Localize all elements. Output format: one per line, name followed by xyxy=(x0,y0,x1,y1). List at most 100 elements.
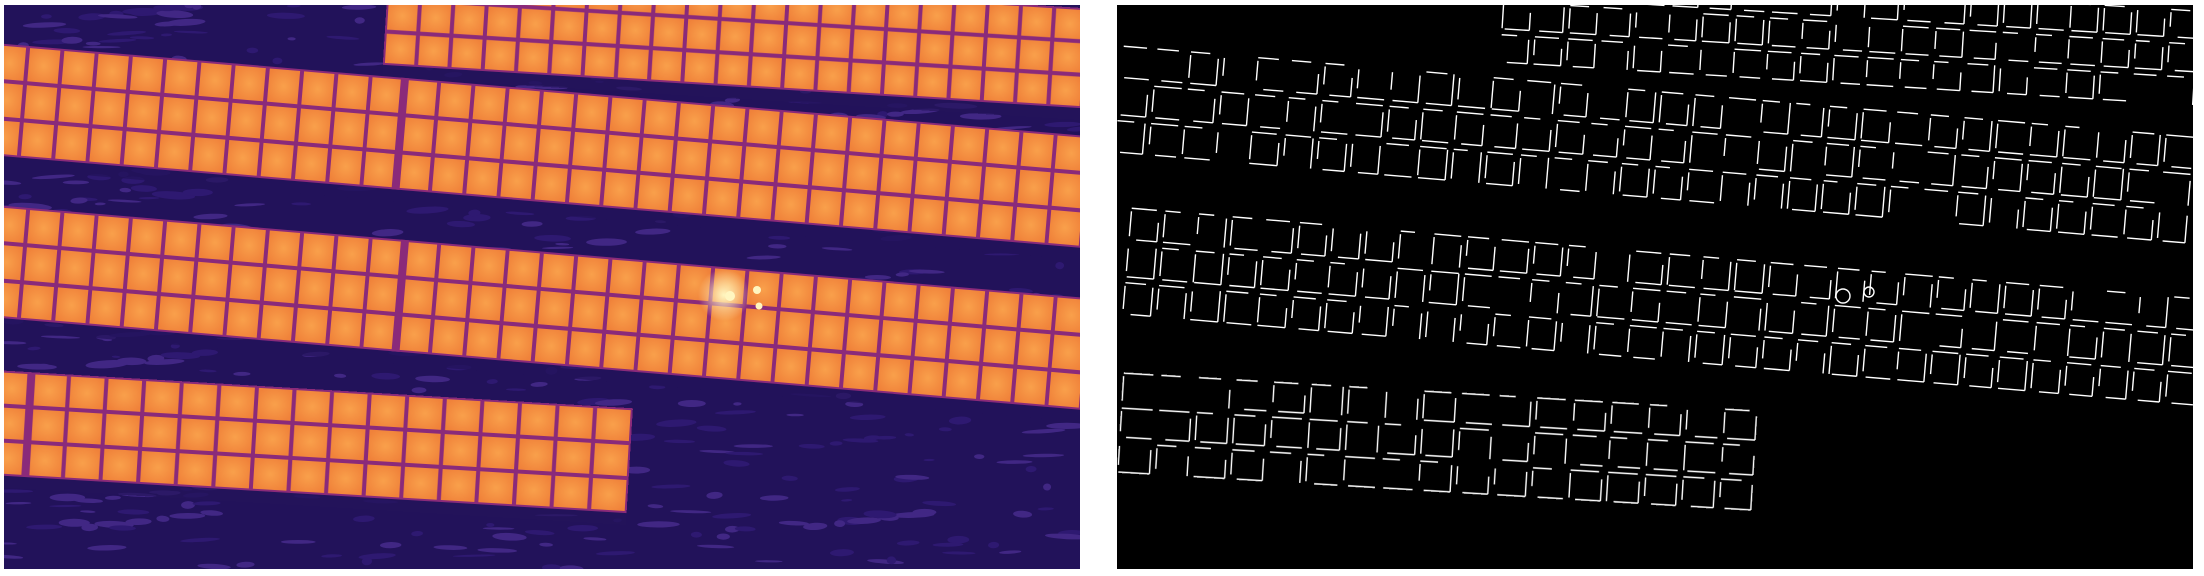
panel-cell xyxy=(852,29,884,61)
panel-cell xyxy=(777,149,811,186)
panel-cell xyxy=(1017,72,1049,104)
panel-cell xyxy=(61,212,95,249)
panel-cell xyxy=(555,440,592,474)
panel-cell xyxy=(553,475,589,509)
solar-panel-row xyxy=(382,5,1080,121)
panel-cell xyxy=(478,471,514,505)
panel-cell xyxy=(4,407,28,441)
panel-cell xyxy=(755,5,787,21)
panel-cell xyxy=(263,105,297,142)
panel-cell xyxy=(506,88,540,125)
panel-cell xyxy=(917,66,949,98)
panel-cell xyxy=(1054,8,1080,40)
panel-cell xyxy=(914,160,948,197)
panel-cell xyxy=(880,320,914,356)
panel-cell xyxy=(979,204,1014,240)
panel-cell xyxy=(400,117,434,154)
panel-cell xyxy=(294,390,331,424)
panel-cell xyxy=(407,396,443,430)
panel-cell xyxy=(518,438,554,472)
panel-cell xyxy=(553,10,585,42)
panel-cell xyxy=(740,345,774,382)
edge-map-image xyxy=(1117,5,2193,569)
panel-cell xyxy=(198,224,232,261)
panel-cell xyxy=(55,125,89,162)
panel-cell xyxy=(67,411,103,445)
panel-cell xyxy=(1051,172,1080,209)
panel-cell xyxy=(420,5,452,34)
panel-cell xyxy=(469,285,503,321)
panel-cell xyxy=(31,374,67,408)
panel-cell xyxy=(95,215,129,252)
panel-cell xyxy=(1020,132,1054,169)
panel-cell xyxy=(842,192,877,229)
panel-cell xyxy=(541,91,575,128)
panel-cell xyxy=(808,351,842,388)
panel-cell xyxy=(403,466,439,500)
panel-cell xyxy=(61,50,95,87)
panel-cell xyxy=(435,120,469,156)
panel-cell xyxy=(298,270,332,307)
panel-cell xyxy=(1054,135,1080,172)
panel-cell xyxy=(948,325,982,362)
panel-gap xyxy=(391,239,410,352)
panel-cell xyxy=(1048,209,1080,246)
panel-cell xyxy=(366,276,400,313)
panel-cell xyxy=(721,5,753,19)
panel-cell xyxy=(786,25,818,57)
panel-cell xyxy=(181,383,218,417)
panel-cell xyxy=(363,313,397,350)
panel-cell xyxy=(126,93,160,130)
panel-cell xyxy=(161,258,195,295)
panel-cell xyxy=(130,218,164,255)
panel-cell xyxy=(466,160,500,197)
panel-cell xyxy=(609,259,643,296)
panel-cell xyxy=(674,140,708,177)
panel-cell xyxy=(846,317,880,353)
panel-cell xyxy=(849,279,883,316)
panel-cell xyxy=(1052,41,1080,73)
panel-cell xyxy=(298,108,332,145)
panel-cell xyxy=(55,287,89,324)
panel-cell xyxy=(606,134,640,171)
edge-panel-row xyxy=(1122,207,2193,406)
panel-cell xyxy=(397,316,431,353)
panel-cell xyxy=(226,139,260,176)
panel-cell xyxy=(195,99,229,136)
panel-cell xyxy=(397,154,431,191)
panel-cell xyxy=(140,451,176,484)
panel-cell xyxy=(712,106,746,143)
panel-cell xyxy=(750,56,782,88)
panel-cell xyxy=(4,82,23,119)
panel-cell xyxy=(586,12,618,44)
panel-cell xyxy=(643,262,677,299)
panel-cell xyxy=(301,71,335,108)
panel-cell xyxy=(20,122,55,159)
edge-background xyxy=(1117,5,2193,569)
panel-cell xyxy=(986,129,1020,166)
panel-cell xyxy=(817,60,849,92)
panel-cell xyxy=(102,448,138,482)
panel-cell xyxy=(229,264,263,301)
panel-cell xyxy=(472,85,506,122)
panel-cell xyxy=(1017,331,1051,368)
panel-cell xyxy=(369,77,403,113)
panel-cell xyxy=(740,183,774,220)
panel-cell xyxy=(808,189,842,226)
panel-cell xyxy=(418,35,450,67)
panel-cell xyxy=(684,52,716,84)
panel-cell xyxy=(850,62,882,94)
panel-cell xyxy=(329,148,363,185)
panel-cell xyxy=(20,284,55,321)
panel-cell xyxy=(332,392,368,426)
panel-cell xyxy=(64,446,101,480)
panel-cell xyxy=(568,169,603,205)
panel-cell xyxy=(919,33,951,65)
panel-cell xyxy=(126,255,160,292)
panel-cell xyxy=(226,301,260,338)
panel-cell xyxy=(267,68,301,105)
panel-cell xyxy=(469,123,503,159)
panel-cell xyxy=(911,198,945,234)
panel-cell xyxy=(719,20,751,53)
panel-cell xyxy=(537,290,571,327)
